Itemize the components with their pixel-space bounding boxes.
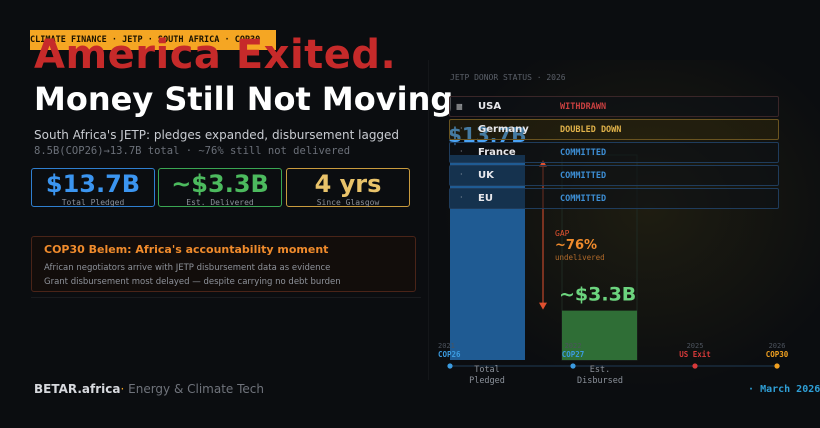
brand-name: BETAR.africa [34, 382, 121, 396]
donor-status: COMMITTED [560, 148, 607, 158]
timeline-year: 2026 [769, 342, 786, 350]
brand-dot: · [120, 382, 125, 396]
bar-value-label: ~$3.3B [559, 284, 636, 306]
donor-country: UK [478, 170, 494, 181]
donor-row-germany: · Germany DOUBLED DOWN [449, 119, 779, 140]
row-bullet: · [460, 101, 463, 110]
timeline-year: 2022 [565, 342, 582, 350]
callout-line: African negotiators arrive with JETP dis… [44, 263, 331, 273]
callout-line: Grant disbursement most delayed — despit… [44, 277, 341, 287]
date-bullet: · [748, 384, 755, 395]
gap-arrow-head-bottom [539, 302, 547, 310]
donor-country: USA [478, 101, 502, 112]
donor-status: DOUBLED DOWN [560, 125, 622, 135]
row-bullet: · [460, 170, 463, 179]
stat-label: Est. Delivered [186, 198, 254, 207]
donor-row-eu: · EU COMMITTED [449, 188, 779, 209]
stat-value: ~$3.3B [171, 170, 269, 198]
donor-status: WITHDRAWN [560, 102, 607, 112]
stat-value: $13.7B [45, 170, 141, 198]
timeline-marker [570, 363, 576, 369]
brand: BETAR.africa· Energy & Climate Tech [34, 382, 264, 396]
date-text: March 2026 [760, 384, 820, 395]
topic-ribbon: CLIMATE FINANCE · JETP · SOUTH AFRICA · … [30, 30, 276, 50]
timeline-event: COP27 [562, 350, 585, 359]
donor-country: EU [478, 193, 493, 204]
timeline-marker [447, 363, 453, 369]
donor-row-uk: · UK COMMITTED [449, 165, 779, 186]
section-divider [31, 297, 421, 298]
timeline-year: 2021 [438, 342, 455, 350]
gap-sublabel: undelivered [555, 253, 605, 262]
donor-status: COMMITTED [560, 194, 607, 204]
stat-card-years: 4 yrs Since Glasgow [286, 168, 410, 207]
timeline-year: 2025 [687, 342, 704, 350]
category-label: Est. [590, 365, 610, 375]
panel-divider [428, 60, 429, 380]
donor-country: France [478, 147, 516, 158]
gap-label: GAP [555, 229, 570, 238]
timeline-event: COP26 [438, 350, 461, 359]
bar-1 [562, 310, 637, 360]
brand-tagline: Energy & Climate Tech [128, 382, 264, 396]
category-label: Total [474, 365, 500, 375]
donor-row-france: · France COMMITTED [449, 142, 779, 163]
subline: 8.5B(COP26)→13.7B total · ~76% still not… [34, 145, 351, 157]
headline-line-1: America Exited. [34, 32, 397, 78]
callout-box: COP30 Belem: Africa's accountability mom… [31, 236, 416, 292]
category-label: Disbursed [577, 376, 623, 386]
stat-card-pledged: $13.7B Total Pledged [31, 168, 155, 207]
stat-label: Since Glasgow [316, 198, 380, 207]
gap-value: ~76% [555, 238, 597, 253]
row-bullet: · [460, 193, 463, 202]
timeline-event: US Exit [679, 350, 711, 359]
category-label: Pledged [469, 376, 505, 386]
stat-label: Total Pledged [61, 198, 125, 207]
donor-status-header: JETP DONOR STATUS · 2026 [450, 73, 566, 82]
timeline-marker [774, 363, 780, 369]
donor-row-usa: · USA WITHDRAWN [449, 96, 779, 117]
callout-title: COP30 Belem: Africa's accountability mom… [44, 243, 329, 256]
timeline-event: COP30 [766, 350, 789, 359]
stat-card-delivered: ~$3.3B Est. Delivered [158, 168, 282, 207]
timeline-marker [692, 363, 698, 369]
subtitle: South Africa's JETP: pledges expanded, d… [34, 128, 400, 142]
stat-value: 4 yrs [314, 170, 382, 198]
donor-status: COMMITTED [560, 171, 607, 181]
date-label: · March 2026 [748, 384, 820, 395]
donor-country: Germany [478, 124, 529, 135]
headline-line-2: Money Still Not Moving. [34, 80, 466, 118]
row-bullet: · [460, 147, 463, 156]
row-bullet: · [460, 124, 463, 133]
